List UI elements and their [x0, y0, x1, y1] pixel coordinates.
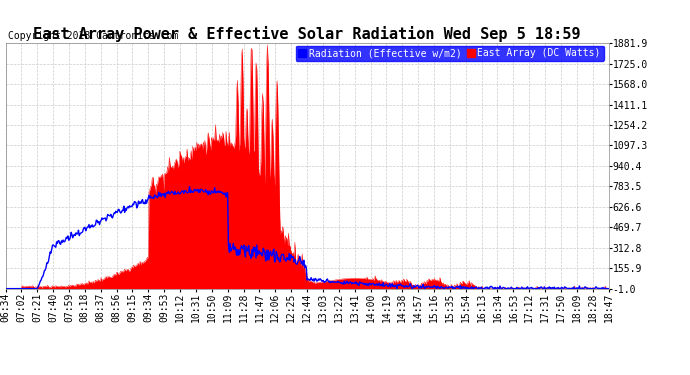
Title: East Array Power & Effective Solar Radiation Wed Sep 5 18:59: East Array Power & Effective Solar Radia…	[33, 26, 581, 42]
Legend: Radiation (Effective w/m2), East Array (DC Watts): Radiation (Effective w/m2), East Array (…	[295, 45, 604, 62]
Text: Copyright 2018 Cartronics.com: Copyright 2018 Cartronics.com	[8, 32, 179, 41]
